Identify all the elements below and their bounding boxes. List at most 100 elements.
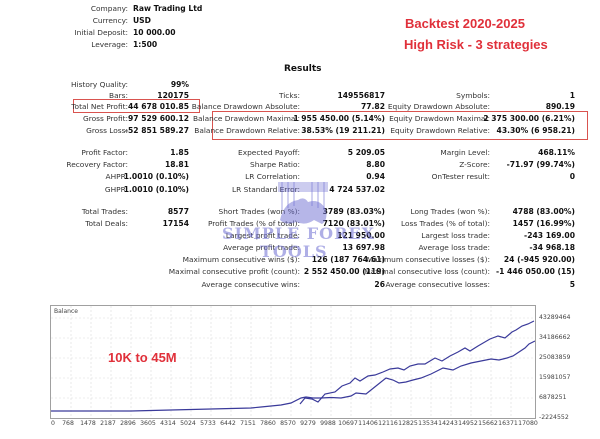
average-loss-trade-label: Average loss trade: <box>418 243 490 252</box>
x-tick: 8570 <box>280 420 296 427</box>
equity-drawdown-relative-value: 43.30% (6 958.21) <box>496 126 575 135</box>
x-tick: 12116 <box>378 420 398 427</box>
profit-trades-value: 7120 (83.01%) <box>322 219 385 228</box>
margin-level-value: 468.11% <box>538 148 575 157</box>
profit-factor-label: Profit Factor: <box>81 148 128 157</box>
initial-deposit-label: Initial Deposit: <box>74 28 128 37</box>
loss-trades-value: 1457 (16.99%) <box>512 219 575 228</box>
average-consecutive-wins-value: 26 <box>374 280 385 289</box>
balance-chart-plot <box>51 306 535 418</box>
equity-drawdown-relative-label: Equity Drawdown Relative: <box>390 126 490 135</box>
expected-payoff-label: Expected Payoff: <box>238 148 300 157</box>
x-tick: 2187 <box>100 420 116 427</box>
y-tick-1: 43289464 <box>539 314 571 321</box>
recovery-factor-label: Recovery Factor: <box>66 160 128 169</box>
largest-loss-trade-label: Largest loss trade: <box>421 231 490 240</box>
x-tick: 7860 <box>260 420 276 427</box>
balance-drawdown-maximal-label: Balance Drawdown Maximal: <box>192 114 300 123</box>
x-tick: 15662 <box>478 420 498 427</box>
x-tick: 14243 <box>438 420 458 427</box>
x-tick: 5733 <box>200 420 216 427</box>
average-profit-trade-label: Average profit trade: <box>223 243 300 252</box>
total-deals-label: Total Deals: <box>85 219 128 228</box>
x-tick: 5024 <box>180 420 196 427</box>
bars-value: 120175 <box>157 91 189 100</box>
y-tick-5: 6878251 <box>539 394 567 401</box>
balance-drawdown-absolute-value: 77.82 <box>360 102 385 111</box>
leverage-value: 1:500 <box>133 40 158 49</box>
x-tick: 9279 <box>300 420 316 427</box>
y-tick-4: 15981057 <box>539 374 571 381</box>
total-net-profit-value: 44 678 010.85 <box>127 102 189 111</box>
ontester-result-value: 0 <box>569 172 575 181</box>
x-tick: 2896 <box>120 420 136 427</box>
x-tick: 6442 <box>220 420 236 427</box>
gross-profit-value: 97 529 600.12 <box>127 114 189 123</box>
max-consecutive-losses-label: Maximum consecutive losses ($): <box>366 255 490 264</box>
balance-drawdown-maximal-value: 1 955 450.00 (5.14%) <box>293 114 385 123</box>
ghpr-label: GHPR: <box>104 185 128 194</box>
company-label: Company: <box>90 4 128 13</box>
largest-profit-trade-label: Largest profit trade: <box>225 231 300 240</box>
z-score-label: Z-Score: <box>459 160 490 169</box>
short-trades-label: Short Trades (won %): <box>218 207 301 216</box>
maximal-consecutive-profit-label: Maximal consecutive profit (count): <box>168 267 300 276</box>
x-tick: 14952 <box>458 420 478 427</box>
max-consecutive-wins-value: 126 (187 764.61) <box>311 255 385 264</box>
ahpr-label: AHPR: <box>105 172 128 181</box>
y-tick-6: -2224552 <box>539 414 569 421</box>
leverage-label: Leverage: <box>91 40 128 49</box>
balance-drawdown-relative-label: Balance Drawdown Relative: <box>194 126 300 135</box>
average-consecutive-wins-label: Average consecutive wins: <box>201 280 300 289</box>
lr-standard-error-value: 4 724 537.02 <box>329 185 385 194</box>
max-consecutive-losses-value: 24 (-945 920.00) <box>503 255 575 264</box>
x-tick: 16371 <box>498 420 518 427</box>
x-tick: 9988 <box>320 420 336 427</box>
average-profit-trade-value: 13 697.98 <box>342 243 385 252</box>
equity-drawdown-absolute-label: Equity Drawdown Absolute: <box>387 102 490 111</box>
x-tick: 3605 <box>140 420 156 427</box>
average-consecutive-losses-value: 5 <box>569 280 575 289</box>
gross-loss-label: Gross Loss: <box>86 126 128 135</box>
average-consecutive-losses-label: Average consecutive losses: <box>385 280 491 289</box>
bars-label: Bars: <box>109 91 128 100</box>
gross-loss-value: -52 851 589.27 <box>124 126 189 135</box>
long-trades-label: Long Trades (won %): <box>410 207 490 216</box>
balance-curve-right <box>299 320 535 405</box>
equity-drawdown-maximal-value: 2 375 300.00 (6.21%) <box>483 114 575 123</box>
initial-deposit-value: 10 000.00 <box>133 28 176 37</box>
short-trades-value: 3789 (83.03%) <box>322 207 385 216</box>
lr-correlation-value: 0.94 <box>366 172 385 181</box>
currency-value: USD <box>133 16 151 25</box>
total-deals-value: 17154 <box>162 219 189 228</box>
ontester-result-label: OnTester result: <box>431 172 490 181</box>
expected-payoff-value: 5 209.05 <box>347 148 385 157</box>
gross-profit-label: Gross Profit: <box>83 114 128 123</box>
x-tick: 10697 <box>338 420 358 427</box>
sharpe-ratio-label: Sharpe Ratio: <box>250 160 300 169</box>
largest-loss-trade-value: -243 169.00 <box>524 231 575 240</box>
balance-line <box>51 340 535 412</box>
x-tick: 7151 <box>240 420 256 427</box>
x-tick: 768 <box>62 420 74 427</box>
recovery-factor-value: 18.81 <box>164 160 189 169</box>
ticks-label: Ticks: <box>278 91 300 100</box>
currency-label: Currency: <box>92 16 128 25</box>
total-net-profit-label: Total Net Profit: <box>71 102 128 111</box>
loss-trades-label: Loss Trades (% of total): <box>401 219 490 228</box>
balance-drawdown-relative-value: 38.53% (19 211.21) <box>301 126 385 135</box>
x-tick: 1478 <box>80 420 96 427</box>
lr-standard-error-label: LR Standard Error: <box>232 185 300 194</box>
x-tick: 17080 <box>518 420 538 427</box>
x-tick: 12825 <box>398 420 418 427</box>
lr-correlation-label: LR Correlation: <box>245 172 300 181</box>
x-tick: 4314 <box>160 420 176 427</box>
headline-backtest-period: Backtest 2020-2025 <box>405 16 525 31</box>
results-title: Results <box>284 64 322 74</box>
highlight-total-net-profit <box>73 99 200 113</box>
profit-factor-value: 1.85 <box>170 148 189 157</box>
history-quality-value: 99% <box>170 80 189 89</box>
maximal-consecutive-profit-value: 2 552 450.00 (119) <box>303 267 385 276</box>
chart-annotation: 10K to 45M <box>108 350 177 365</box>
symbols-label: Symbols: <box>456 91 490 100</box>
